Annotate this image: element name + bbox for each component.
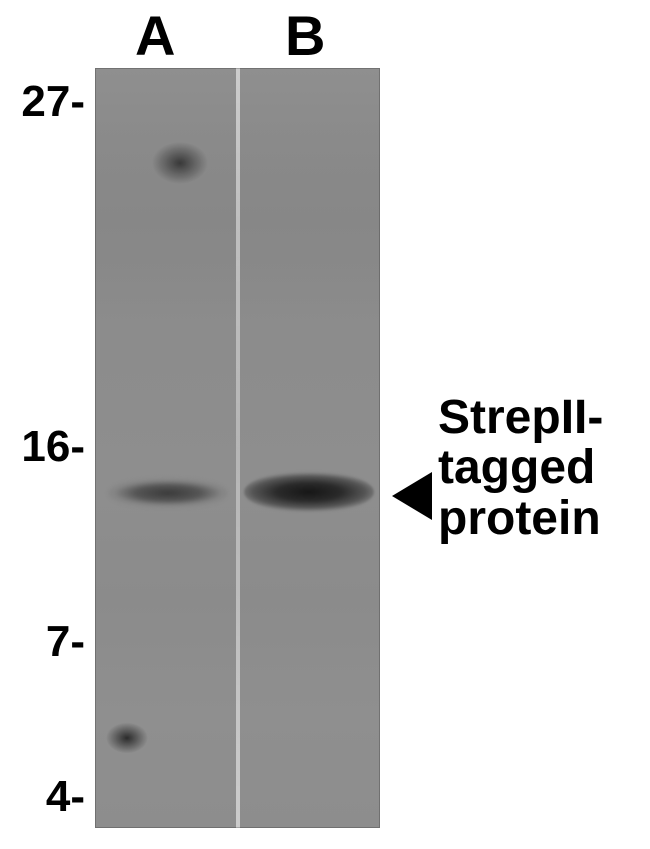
lane-label-b: B [285,8,325,64]
western-blot-figure: A B 27- 16- 7- 4- StrepII- tagged protei… [0,0,650,849]
annotation-line-1: StrepII- [438,393,648,443]
lane-separator [236,68,240,828]
mw-marker-27: 27- [21,80,85,124]
band-lane-b [244,472,374,512]
annotation-line-2: tagged [438,443,648,493]
band-arrow-icon [392,472,432,520]
mw-marker-7: 7- [46,620,85,664]
lane-label-a: A [135,8,175,64]
band-lane-a [108,478,228,508]
mw-marker-4: 4- [46,775,85,819]
band-annotation: StrepII- tagged protein [438,393,648,544]
annotation-line-3: protein [438,494,648,544]
mw-marker-16: 16- [21,425,85,469]
